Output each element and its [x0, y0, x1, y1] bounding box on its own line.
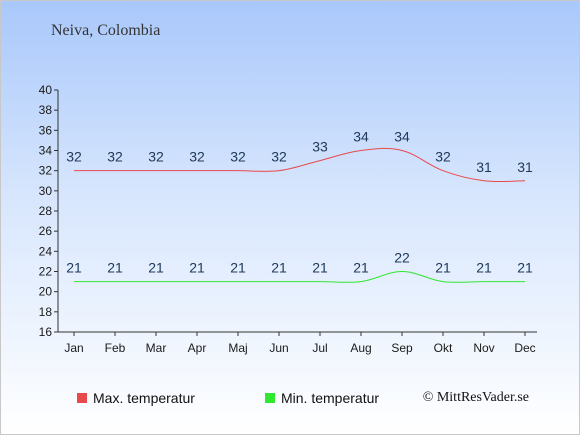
- data-label-min: 21: [271, 260, 287, 276]
- y-tick-label: 22: [39, 265, 53, 279]
- data-label-min: 22: [394, 250, 410, 266]
- x-tick-label: Maj: [228, 341, 247, 355]
- series-line-min: [74, 270, 525, 283]
- data-label-min: 21: [435, 260, 451, 276]
- legend-item-max: Max. temperatur: [77, 390, 195, 406]
- x-tick-label: Mar: [146, 341, 167, 355]
- y-tick-label: 30: [39, 184, 53, 198]
- x-tick-label: Feb: [105, 341, 126, 355]
- data-label-max: 32: [66, 149, 82, 165]
- legend-label-max: Max. temperatur: [93, 390, 195, 406]
- location-title: Neiva, Colombia: [51, 22, 161, 39]
- x-tick-label: Jul: [312, 341, 327, 355]
- data-label-min: 21: [517, 260, 533, 276]
- series-lines: [74, 147, 526, 283]
- legend-label-min: Min. temperatur: [281, 390, 380, 406]
- data-label-max: 31: [476, 159, 492, 175]
- data-label-min: 21: [189, 260, 205, 276]
- data-label-max: 32: [148, 149, 164, 165]
- x-tick-label: Sep: [391, 341, 413, 355]
- data-label-min: 21: [66, 260, 82, 276]
- data-label-min: 21: [230, 260, 246, 276]
- y-tick-label: 24: [39, 244, 53, 258]
- x-tick-label: Apr: [188, 341, 207, 355]
- x-tick-label: Nov: [473, 341, 494, 355]
- site-credit: © MittResVader.se: [422, 390, 529, 405]
- y-tick-label: 32: [39, 164, 53, 178]
- y-axis: 16 18 20 22 24 26 28 30 32 34 36 38 40: [39, 83, 59, 339]
- y-tick-label: 34: [39, 144, 53, 158]
- y-tick-label: 38: [39, 103, 53, 117]
- data-label-min: 21: [476, 260, 492, 276]
- x-axis: Jan Feb Mar Apr Maj Jun Jul Aug Sep Okt Nov Dec: [58, 331, 537, 355]
- legend-item-min: Min. temperatur: [265, 390, 379, 406]
- data-label-max: 34: [394, 129, 410, 145]
- y-tick-label: 26: [39, 224, 53, 238]
- x-tick-label: Okt: [434, 341, 453, 355]
- x-tick-label: Dec: [514, 341, 535, 355]
- data-label-max: 34: [353, 129, 369, 145]
- y-tick-label: 36: [39, 123, 53, 137]
- data-label-min: 21: [107, 260, 123, 276]
- data-label-min: 21: [148, 260, 164, 276]
- data-label-max: 31: [517, 159, 533, 175]
- x-tick-label: Jan: [64, 341, 83, 355]
- data-labels: 32 32 32 32 32 32 33 34 34 32 31 31 21 21 21 21 21 21 21 21…: [66, 129, 533, 276]
- y-tick-label: 16: [39, 325, 53, 339]
- y-tick-label: 28: [39, 204, 53, 218]
- legend-swatch-max: [77, 393, 87, 403]
- data-label-max: 32: [230, 149, 246, 165]
- y-tick-label: 20: [39, 285, 53, 299]
- series-line-max: [74, 147, 526, 183]
- y-tick-label: 18: [39, 305, 53, 319]
- data-label-min: 21: [312, 260, 328, 276]
- legend-swatch-min: [265, 393, 275, 403]
- data-label-max: 32: [271, 149, 287, 165]
- y-tick-label: 40: [39, 83, 53, 97]
- data-label-max: 32: [435, 149, 451, 165]
- x-tick-label: Jun: [269, 341, 288, 355]
- data-label-max: 32: [189, 149, 205, 165]
- data-label-min: 21: [353, 260, 369, 276]
- x-tick-label: Aug: [350, 341, 371, 355]
- data-label-max: 32: [107, 149, 123, 165]
- data-label-max: 33: [312, 139, 328, 155]
